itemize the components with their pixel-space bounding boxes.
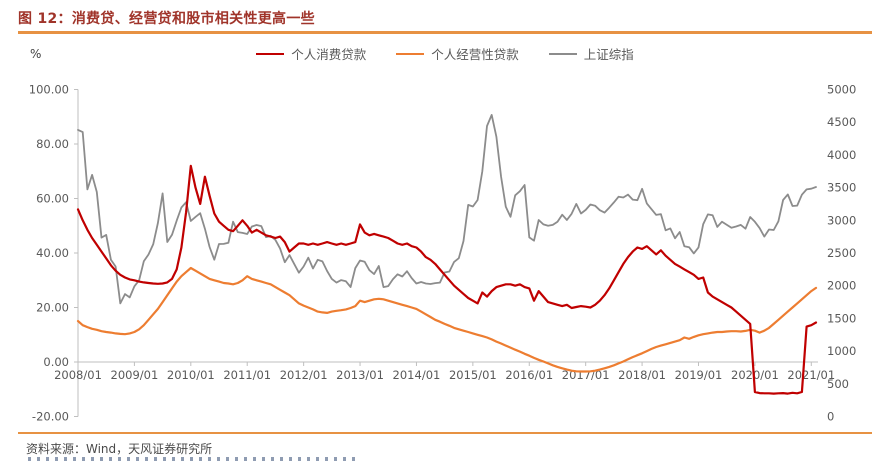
y2-axis-tick-label: 3500	[827, 181, 856, 195]
x-axis-tick-label: 2013/01	[336, 368, 384, 382]
y-axis-tick-label: 40.00	[36, 246, 69, 260]
legend-line-swatch-consumer-loans	[256, 52, 285, 55]
x-axis-tick-label: 2019/01	[675, 368, 723, 382]
y2-axis-tick-label: 500	[827, 377, 849, 391]
x-axis-tick-label: 2012/01	[280, 368, 328, 382]
legend-label: 个人经营性贷款	[431, 47, 519, 62]
x-axis-tick-label: 2020/01	[731, 368, 779, 382]
y2-axis-tick-label: 2000	[827, 279, 856, 293]
legend-label: 上证综指	[583, 47, 634, 62]
y-axis-tick-label: 80.00	[36, 137, 69, 151]
title-divider	[18, 31, 872, 34]
x-axis-tick-label: 2017/01	[562, 368, 610, 382]
x-axis-tick-label: 2016/01	[505, 368, 553, 382]
x-axis-tick-label: 2015/01	[449, 368, 497, 382]
series-line-personal-consumer-loans	[76, 164, 818, 395]
chart-legend: 个人消费贷款 个人经营性贷款 上证综指	[0, 44, 890, 63]
footer-divider	[18, 432, 872, 434]
y2-axis-tick-label: 1000	[827, 344, 856, 358]
y-axis-tick-label: 0.00	[43, 355, 69, 369]
x-axis-tick-label: 2011/01	[223, 368, 271, 382]
figure-title: 图 12：消费贷、经营贷和股市相关性更高一些	[18, 11, 315, 27]
legend-item-sse-index: 上证综指	[548, 44, 634, 63]
x-axis-tick-label: 2014/01	[393, 368, 441, 382]
source-note: 资料来源：Wind，天风证券研究所	[26, 442, 213, 456]
legend-label: 个人消费贷款	[291, 47, 367, 62]
x-axis-tick-label: 2009/01	[111, 368, 159, 382]
x-axis-tick-label: 2021/01	[787, 368, 835, 382]
y2-axis-tick-label: 5000	[827, 83, 856, 97]
y2-axis-tick-label: 1500	[827, 311, 856, 325]
y-axis-unit-label: %	[30, 47, 42, 61]
cropped-text-artifact	[28, 457, 358, 461]
y2-axis-tick-label: 3000	[827, 213, 856, 227]
y-axis-tick-label: 60.00	[36, 192, 69, 206]
legend-item-business-loans: 个人经营性贷款	[396, 44, 519, 63]
legend-item-consumer-loans: 个人消费贷款	[256, 44, 366, 63]
y-axis-tick-label: 20.00	[36, 301, 69, 315]
series-line-sse-composite-index	[77, 114, 817, 305]
y2-axis-tick-label: 2500	[827, 246, 856, 260]
x-axis-tick-label: 2008/01	[54, 368, 102, 382]
legend-line-swatch-business-loans	[396, 52, 425, 55]
series-line-personal-business-loans	[76, 266, 818, 373]
legend-line-swatch-sse-index	[548, 52, 577, 55]
x-axis-tick-label: 2010/01	[167, 368, 215, 382]
y2-axis-tick-label: 4000	[827, 148, 856, 162]
x-axis-tick-label: 2018/01	[618, 368, 666, 382]
y2-axis-tick-label: 0	[827, 410, 834, 424]
y-axis-tick-label: -20.00	[32, 410, 69, 424]
y2-axis-tick-label: 4500	[827, 115, 856, 129]
y-axis-tick-label: 100.00	[29, 83, 69, 97]
